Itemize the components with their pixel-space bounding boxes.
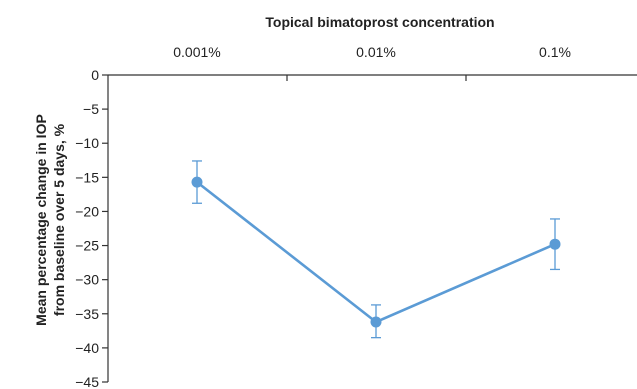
- y-tick-label: −40: [75, 340, 99, 356]
- data-point: [549, 238, 561, 250]
- data-point: [191, 176, 203, 188]
- x-tick-label: 0.01%: [356, 44, 396, 60]
- y-axis-ticks: 0 −5 −10 −15 −20 −25 −30 −35 −40 −45: [75, 67, 108, 389]
- y-tick-label: −45: [75, 374, 99, 389]
- data-point: [370, 316, 382, 328]
- y-tick-label: −20: [75, 203, 99, 219]
- series-line: [196, 181, 556, 324]
- x-tick-label: 0.001%: [173, 44, 220, 60]
- y-axis-title-line-1: Mean percentage change in IOP: [33, 114, 49, 326]
- y-tick-label: −35: [75, 306, 99, 322]
- y-tick-label: −10: [75, 135, 99, 151]
- x-axis-ticks: 0.001% 0.01% 0.1%: [173, 44, 571, 81]
- y-tick-label: 0: [91, 67, 99, 83]
- x-axis-title: Topical bimatoprost concentration: [265, 14, 494, 30]
- y-tick-label: −5: [83, 101, 99, 117]
- y-tick-label: −25: [75, 238, 99, 254]
- y-tick-label: −15: [75, 169, 99, 185]
- series-group: [191, 160, 561, 339]
- x-tick-label: 0.1%: [539, 44, 571, 60]
- y-tick-label: −30: [75, 272, 99, 288]
- y-axis-title-line-2: from baseline over 5 days, %: [51, 123, 67, 316]
